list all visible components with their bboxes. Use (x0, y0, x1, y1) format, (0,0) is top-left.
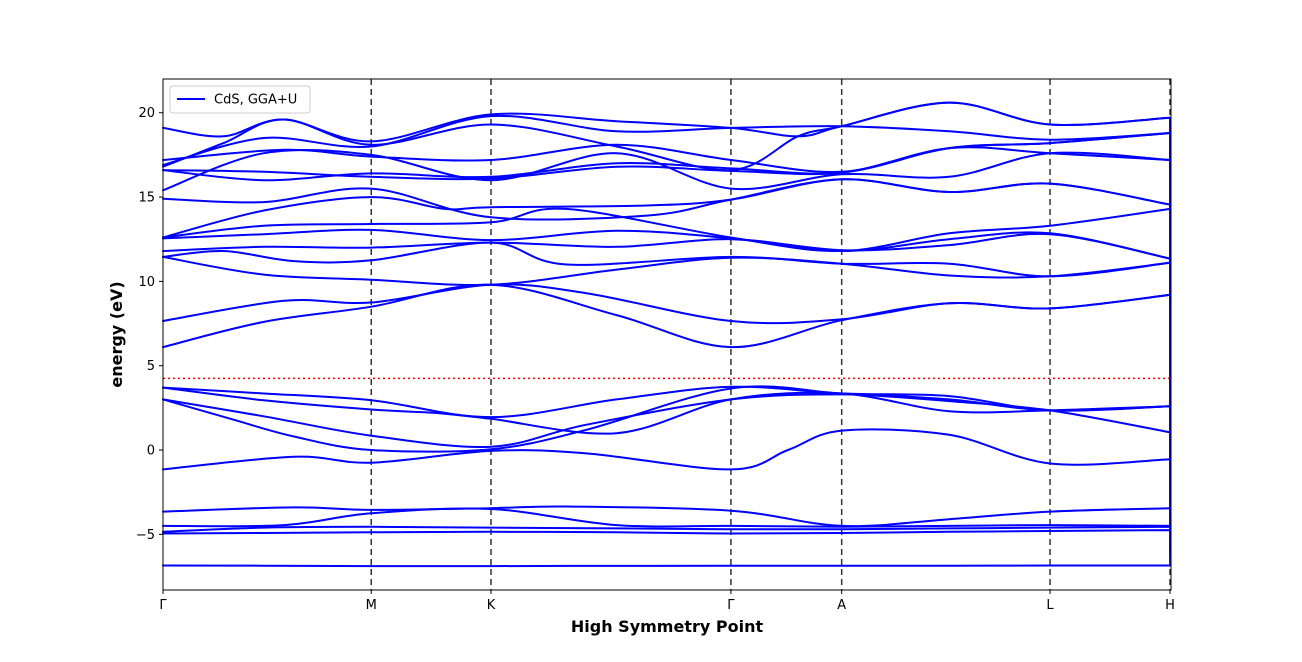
x-tick-label: A (837, 598, 846, 613)
band-24 (162, 101, 1172, 567)
band-14 (162, 232, 1172, 567)
legend-entry-label: CdS, GGA+U (214, 93, 297, 108)
x-axis-title: High Symmetry Point (571, 617, 764, 636)
axes-frame (162, 78, 1172, 591)
y-axis-ticks: −5 0 5 10 15 20 (136, 106, 163, 543)
band-lines (162, 101, 1172, 568)
y-tick-label: 5 (147, 359, 155, 374)
y-tick-label: −5 (136, 528, 155, 543)
x-tick-label: Γ (159, 598, 167, 613)
band-4 (162, 505, 1172, 567)
band-1 (162, 529, 1172, 567)
band-15 (162, 228, 1172, 567)
band-22 (162, 132, 1172, 567)
band-0 (162, 564, 1172, 568)
legend: CdS, GGA+U (169, 85, 311, 114)
band-3 (162, 507, 1172, 567)
y-tick-label: 20 (138, 106, 155, 121)
x-tick-label: L (1046, 598, 1054, 613)
band-20 (162, 146, 1172, 567)
band-7 (162, 393, 1172, 567)
band-16 (162, 207, 1172, 567)
x-tick-label: M (366, 598, 377, 613)
y-tick-label: 15 (138, 191, 155, 206)
band-12 (162, 255, 1172, 567)
y-tick-label: 10 (138, 275, 155, 290)
band-25 (162, 114, 1172, 567)
legend-box (169, 85, 311, 114)
x-tick-label: Γ (727, 598, 735, 613)
x-tick-label: H (1165, 598, 1175, 613)
band-5 (162, 428, 1172, 567)
band-18 (162, 178, 1172, 567)
y-tick-label: 0 (147, 444, 155, 459)
band-13 (162, 241, 1172, 567)
y-axis-title: energy (eV) (107, 281, 126, 387)
band-2 (162, 525, 1172, 567)
band-8 (162, 386, 1172, 567)
band-9 (162, 385, 1172, 567)
band-11 (162, 283, 1172, 567)
x-tick-label: K (487, 598, 496, 613)
